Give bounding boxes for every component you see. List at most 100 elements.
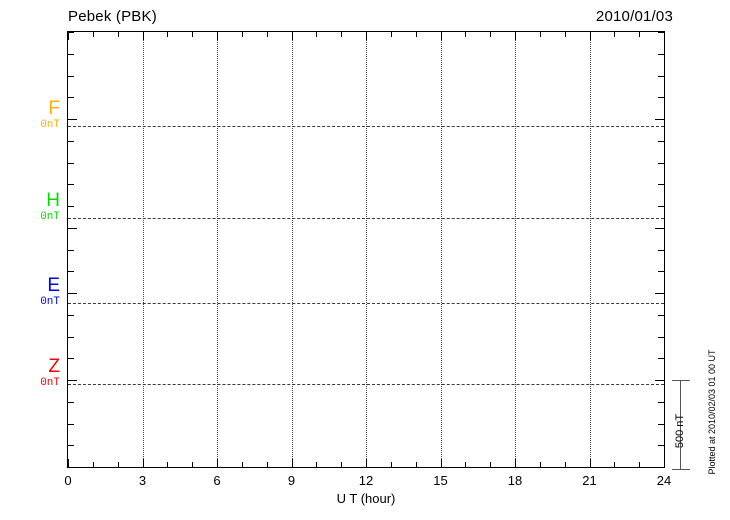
x-major-tick bbox=[515, 32, 516, 40]
x-minor-tick bbox=[192, 462, 194, 467]
x-minor-tick bbox=[167, 32, 169, 37]
component-letter: H bbox=[46, 190, 60, 212]
x-minor-tick bbox=[415, 32, 417, 37]
y-minor-tick bbox=[658, 337, 664, 338]
x-minor-tick bbox=[390, 32, 392, 37]
x-tick-label: 9 bbox=[287, 473, 296, 488]
axis-ticks bbox=[68, 32, 665, 468]
y-minor-tick bbox=[658, 54, 664, 55]
x-tick-label: 12 bbox=[358, 473, 374, 488]
x-major-tick bbox=[291, 32, 293, 40]
baseline-f bbox=[68, 126, 664, 127]
y-minor-tick bbox=[68, 206, 74, 207]
x-minor-tick bbox=[465, 32, 467, 37]
x-major-tick bbox=[68, 459, 69, 467]
x-major-tick bbox=[589, 459, 591, 467]
vertical-gridline bbox=[217, 32, 218, 467]
y-minor-tick bbox=[68, 32, 74, 33]
y-major-tick bbox=[655, 119, 664, 120]
x-minor-tick bbox=[167, 462, 169, 467]
y-minor-tick bbox=[68, 76, 74, 77]
x-minor-tick bbox=[564, 32, 566, 37]
scale-bar-bottom-cap bbox=[672, 469, 690, 470]
y-minor-tick bbox=[658, 424, 664, 425]
y-minor-tick bbox=[68, 97, 74, 98]
plotted-at-stamp: Plotted at 2010/02/03 01 00 UT bbox=[707, 349, 717, 475]
y-major-tick bbox=[68, 293, 77, 294]
x-minor-tick bbox=[465, 462, 467, 467]
component-label-z: Z 0nT bbox=[14, 357, 60, 390]
plot-area bbox=[67, 31, 665, 468]
x-minor-tick bbox=[241, 32, 243, 37]
x-major-tick bbox=[515, 459, 516, 467]
vertical-gridline bbox=[589, 32, 591, 467]
component-letter: F bbox=[48, 97, 60, 119]
y-major-tick bbox=[655, 228, 664, 229]
y-minor-tick bbox=[68, 402, 74, 403]
x-tick-label: 6 bbox=[213, 473, 221, 488]
scale-bar bbox=[672, 380, 690, 470]
x-minor-tick bbox=[415, 462, 417, 467]
x-major-tick bbox=[366, 32, 367, 40]
y-minor-tick bbox=[68, 54, 74, 55]
component-baseline-value: 0nT bbox=[40, 118, 60, 131]
component-baseline-value: 0nT bbox=[40, 211, 60, 224]
data-traces bbox=[68, 32, 664, 467]
x-minor-tick bbox=[266, 462, 268, 467]
y-major-tick bbox=[68, 228, 77, 229]
vertical-gridline bbox=[142, 32, 144, 467]
x-major-tick bbox=[366, 459, 367, 467]
x-tick-label: 0 bbox=[64, 473, 72, 488]
y-minor-tick bbox=[658, 163, 664, 164]
x-minor-tick bbox=[316, 32, 318, 37]
x-minor-tick bbox=[241, 462, 243, 467]
y-minor-tick bbox=[658, 184, 664, 185]
vertical-gridline bbox=[515, 32, 516, 467]
x-minor-tick bbox=[92, 32, 94, 37]
y-minor-tick bbox=[68, 184, 74, 185]
x-minor-tick bbox=[316, 462, 318, 467]
y-minor-tick bbox=[658, 467, 664, 468]
x-minor-tick bbox=[639, 462, 641, 467]
x-minor-tick bbox=[92, 462, 94, 467]
y-minor-tick bbox=[658, 97, 664, 98]
y-minor-tick bbox=[68, 315, 74, 316]
x-minor-tick bbox=[341, 462, 343, 467]
y-major-tick bbox=[655, 380, 664, 381]
component-label-h: H 0nT bbox=[14, 191, 60, 224]
y-minor-tick bbox=[658, 250, 664, 251]
page-title: Pebek (PBK) bbox=[68, 8, 157, 25]
baseline-h bbox=[68, 218, 664, 219]
x-minor-tick bbox=[539, 32, 541, 37]
y-minor-tick bbox=[658, 141, 664, 142]
zero-baselines bbox=[68, 32, 664, 467]
x-minor-tick bbox=[192, 32, 194, 37]
x-major-tick bbox=[217, 32, 218, 40]
y-minor-tick bbox=[658, 445, 664, 446]
vertical-gridline bbox=[291, 32, 293, 467]
x-minor-tick bbox=[614, 462, 616, 467]
x-minor-tick bbox=[490, 32, 492, 37]
gridlines bbox=[68, 32, 664, 467]
baseline-z bbox=[68, 384, 664, 385]
x-minor-tick bbox=[390, 462, 392, 467]
y-minor-tick bbox=[68, 271, 74, 272]
x-tick-label: 18 bbox=[507, 473, 523, 488]
y-minor-tick bbox=[68, 424, 74, 425]
y-minor-tick bbox=[658, 76, 664, 77]
component-letter: E bbox=[47, 274, 60, 296]
x-major-tick bbox=[589, 32, 591, 40]
x-minor-tick bbox=[341, 32, 343, 37]
scale-bar-stem bbox=[680, 380, 681, 470]
x-major-tick bbox=[440, 32, 442, 40]
y-minor-tick bbox=[658, 358, 664, 359]
x-tick-label: 24 bbox=[656, 473, 672, 488]
chart-date: 2010/01/03 bbox=[595, 8, 673, 25]
component-letter: Z bbox=[48, 356, 60, 378]
x-minor-tick bbox=[117, 462, 119, 467]
x-minor-tick bbox=[639, 32, 641, 37]
y-minor-tick bbox=[658, 402, 664, 403]
x-minor-tick bbox=[117, 32, 119, 37]
y-minor-tick bbox=[68, 337, 74, 338]
x-major-tick bbox=[142, 459, 144, 467]
